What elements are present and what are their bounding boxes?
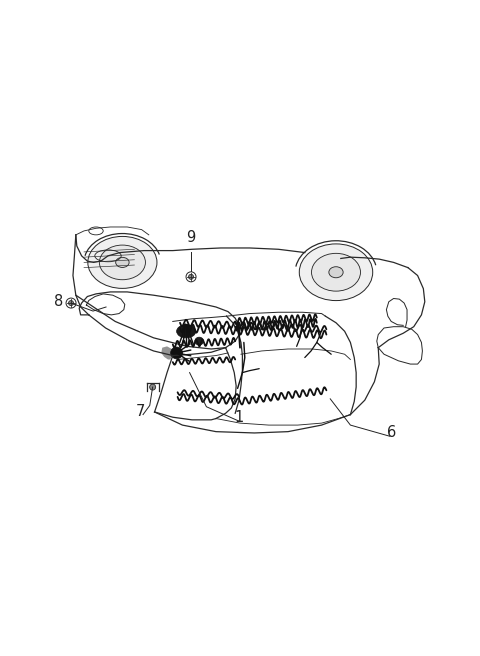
Text: 7: 7	[135, 403, 145, 419]
Circle shape	[69, 300, 73, 306]
Ellipse shape	[171, 347, 182, 359]
Circle shape	[189, 274, 193, 279]
Ellipse shape	[88, 236, 157, 289]
Circle shape	[150, 384, 156, 390]
Text: 9: 9	[186, 230, 196, 245]
Ellipse shape	[177, 325, 196, 338]
Text: 6: 6	[386, 424, 396, 440]
Ellipse shape	[99, 245, 145, 279]
Ellipse shape	[116, 257, 129, 268]
Ellipse shape	[300, 244, 373, 300]
Ellipse shape	[329, 267, 343, 277]
Polygon shape	[161, 346, 173, 359]
Ellipse shape	[312, 253, 360, 291]
Ellipse shape	[195, 337, 204, 345]
Text: 1: 1	[234, 410, 244, 425]
Text: 8: 8	[54, 294, 64, 308]
